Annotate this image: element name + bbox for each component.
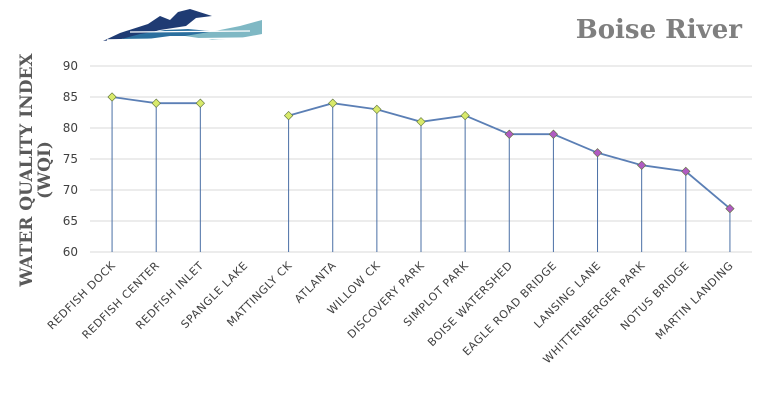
x-tick-label: REDFISH CENTER [80, 259, 163, 342]
data-point [592, 148, 603, 158]
data-point [460, 110, 470, 121]
data-point [328, 98, 338, 108]
data-point [725, 203, 735, 214]
y-axis-label-line-2: (WQI) [35, 141, 55, 199]
y-tick-labels: 60 65 70 75 80 85 90 [63, 59, 78, 259]
y-tick-label: 85 [63, 90, 78, 104]
y-axis-label-line-1: WATER QUALITY INDEX [17, 53, 37, 288]
x-tick-label: BOISE WATERSHED [425, 259, 515, 349]
drop-lines [111, 97, 731, 252]
data-point [107, 92, 117, 102]
y-tick-label: 90 [63, 59, 78, 73]
data-point [504, 129, 514, 139]
data-point [416, 117, 426, 127]
y-tick-label: 75 [63, 152, 78, 166]
data-point [681, 166, 691, 177]
data-point [548, 129, 559, 139]
x-tick-label: DISCOVERY PARK [345, 259, 427, 341]
y-tick-label: 65 [63, 214, 78, 228]
x-tick-label: ATLANTA [292, 259, 339, 306]
data-markers [107, 92, 735, 214]
data-point [283, 110, 294, 121]
y-tick-label: 80 [63, 121, 78, 135]
chart-title: Boise River [576, 15, 743, 45]
y-tick-label: 70 [63, 183, 78, 197]
swimmer-logo-icon [103, 9, 262, 41]
data-point [195, 98, 205, 108]
data-point [637, 160, 647, 170]
data-point [372, 104, 382, 115]
y-axis-label: WATER QUALITY INDEX (WQI) [17, 53, 55, 288]
data-point [151, 98, 161, 108]
y-tick-label: 60 [63, 245, 78, 259]
x-tick-label: MARTIN LANDING [653, 259, 736, 342]
